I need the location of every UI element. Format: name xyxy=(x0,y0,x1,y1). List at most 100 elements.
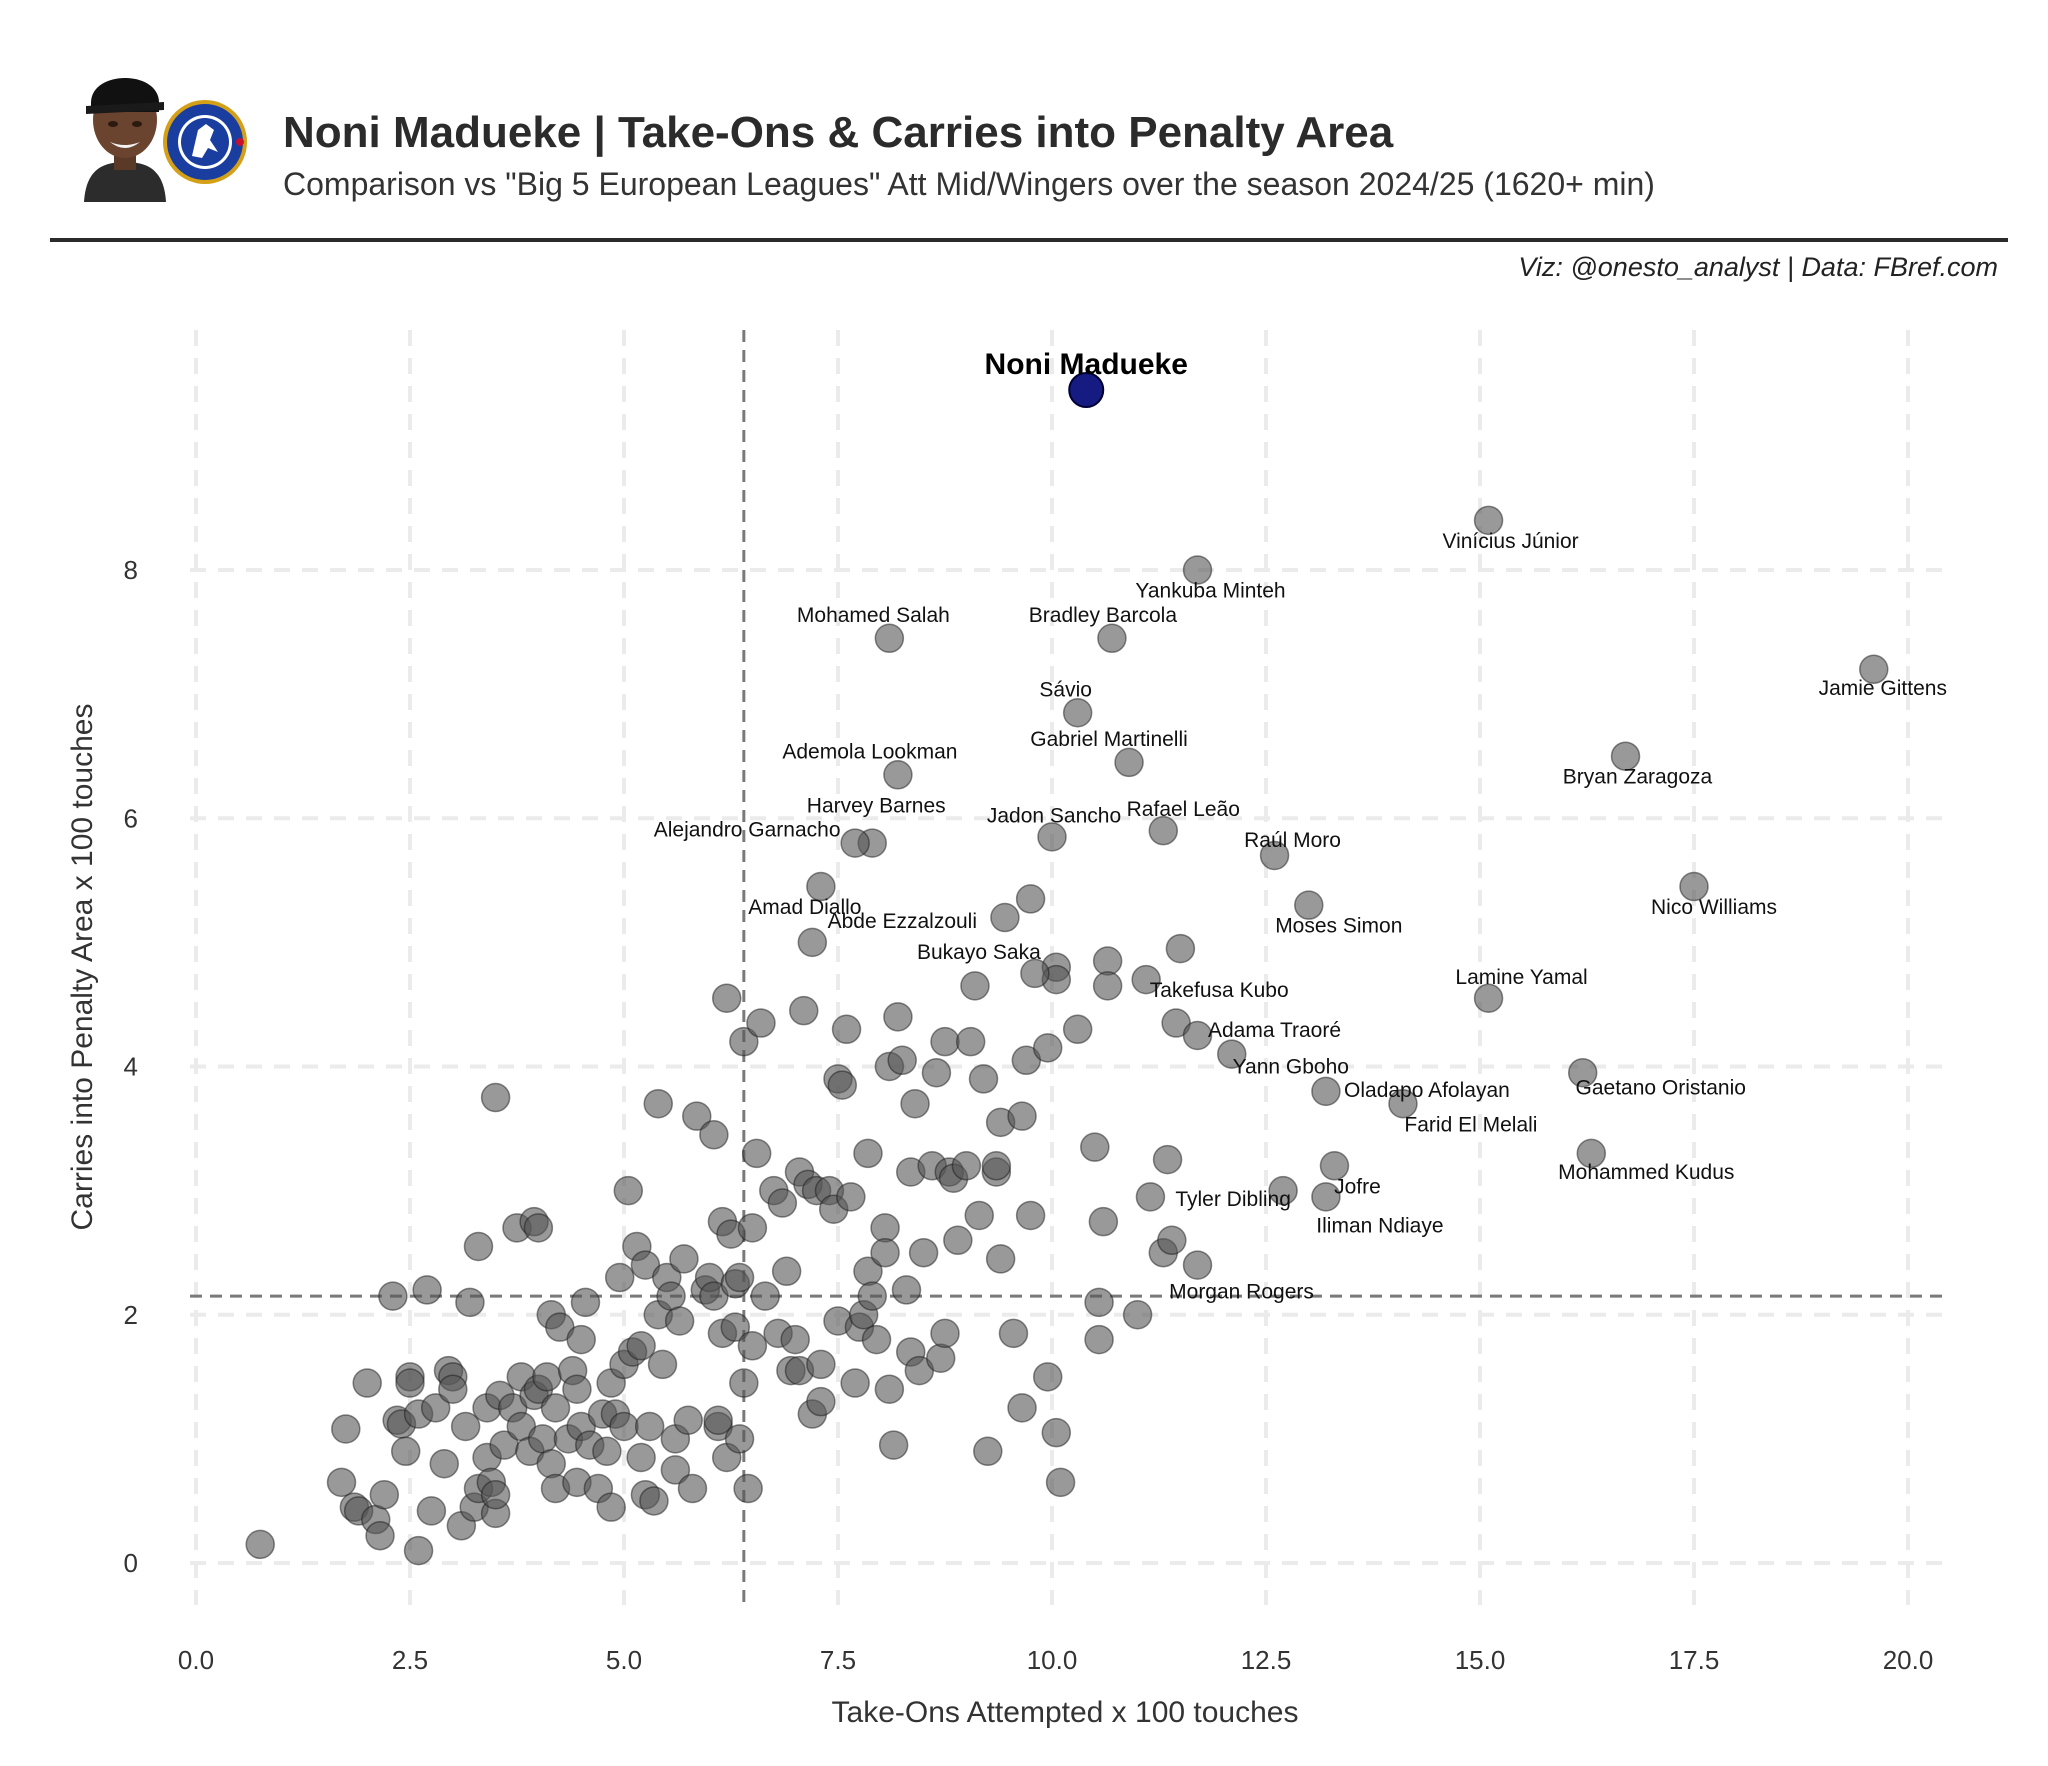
data-point xyxy=(870,1213,900,1243)
point-label: Abde Ezzalzouli xyxy=(828,910,977,933)
data-point xyxy=(604,1262,635,1293)
data-point xyxy=(416,1496,447,1526)
data-point xyxy=(1032,1033,1063,1063)
data-point xyxy=(626,1331,656,1361)
point-label: Oladapo Afolayan xyxy=(1344,1079,1510,1102)
point-label: Sávio xyxy=(1039,678,1092,701)
data-point xyxy=(720,1312,751,1342)
data-point xyxy=(930,1026,960,1057)
data-point xyxy=(887,1045,917,1076)
data-point xyxy=(1032,1362,1063,1392)
x-tick-label: 15.0 xyxy=(1455,1645,1506,1675)
data-point xyxy=(1084,1324,1114,1355)
x-axis-label: Take-Ons Attempted x 100 touches xyxy=(832,1696,1299,1729)
labeled-data-point xyxy=(1679,871,1709,902)
data-point xyxy=(1045,1467,1076,1498)
data-point xyxy=(806,1349,836,1380)
data-point xyxy=(836,1182,866,1212)
labeled-data-point xyxy=(883,760,913,790)
data-point xyxy=(1122,1300,1153,1330)
data-point xyxy=(861,1324,892,1355)
data-point xyxy=(450,1411,481,1442)
x-tick-label: 7.5 xyxy=(820,1645,856,1675)
labeled-data-point xyxy=(1037,822,1067,852)
point-label: Bryan Zaragoza xyxy=(1563,766,1713,789)
point-label: Amad Diallo xyxy=(748,896,861,919)
data-point xyxy=(908,1237,939,1268)
data-point xyxy=(771,1256,802,1287)
data-point xyxy=(900,1088,930,1119)
y-tick-label: 6 xyxy=(124,803,138,833)
data-point xyxy=(729,1026,759,1057)
data-point xyxy=(438,1374,468,1404)
data-point xyxy=(960,971,990,1001)
data-point xyxy=(724,1424,755,1454)
labeled-data-point xyxy=(1388,1088,1418,1119)
data-point xyxy=(1084,1287,1114,1318)
point-label: Raúl Moro xyxy=(1244,829,1341,852)
x-tick-label: 10.0 xyxy=(1027,1645,1078,1675)
data-point xyxy=(566,1324,596,1355)
data-point xyxy=(925,1343,956,1373)
data-point xyxy=(664,1306,695,1336)
data-point xyxy=(570,1287,601,1318)
point-label: Farid El Melali xyxy=(1404,1113,1537,1136)
point-label: Vinícius Júnior xyxy=(1442,530,1578,553)
data-point xyxy=(831,1014,862,1045)
data-point xyxy=(365,1520,395,1551)
data-point xyxy=(592,1436,622,1467)
y-tick-label: 2 xyxy=(124,1300,138,1330)
x-tick-label: 12.5 xyxy=(1241,1645,1292,1675)
highlight-point xyxy=(1068,372,1105,409)
data-point xyxy=(326,1467,357,1498)
point-label: Bukayo Saka xyxy=(917,941,1041,964)
labeled-data-point xyxy=(1859,654,1889,685)
data-point xyxy=(1007,1393,1037,1423)
data-point xyxy=(673,1405,703,1436)
point-label: Jadon Sancho xyxy=(987,804,1121,827)
data-point xyxy=(378,1281,408,1311)
data-point xyxy=(369,1479,400,1510)
point-label: Gaetano Oristanio xyxy=(1576,1076,1746,1099)
point-label: Jamie Gittens xyxy=(1819,677,1947,700)
data-point xyxy=(390,1436,421,1467)
data-point xyxy=(596,1492,626,1522)
labeled-data-point xyxy=(1319,1151,1350,1181)
point-label: Jofre xyxy=(1334,1175,1381,1198)
x-tick-label: 5.0 xyxy=(606,1645,642,1675)
y-tick-label: 4 xyxy=(124,1052,138,1082)
labeled-data-point xyxy=(1259,840,1290,871)
point-label: Bradley Barcola xyxy=(1029,604,1178,627)
header-divider xyxy=(50,238,2008,242)
grid-lines xyxy=(190,330,1950,1605)
data-point xyxy=(857,1281,887,1311)
data-point xyxy=(870,1237,900,1268)
data-point xyxy=(480,1479,511,1510)
x-tick-label: 2.5 xyxy=(392,1645,428,1675)
data-point xyxy=(403,1535,434,1566)
data-point xyxy=(767,1188,798,1218)
data-point xyxy=(853,1138,883,1169)
data-point xyxy=(1152,1144,1183,1175)
player-portrait-icon xyxy=(84,78,166,202)
point-label: Mohamed Salah xyxy=(797,604,950,627)
data-point xyxy=(352,1368,382,1398)
data-point xyxy=(540,1393,571,1423)
data-point xyxy=(660,1455,691,1485)
labeled-data-point xyxy=(1131,964,1161,995)
data-point xyxy=(677,1473,708,1504)
data-point xyxy=(656,1281,686,1311)
point-labels: Vinícius Júnior Yankuba Minteh Mohamed Sal… xyxy=(654,348,1947,1304)
chart-title: Noni Madueke | Take-Ons & Carries into P… xyxy=(283,108,1394,157)
data-point xyxy=(874,1374,905,1404)
data-point xyxy=(789,995,819,1026)
data-point xyxy=(1157,1225,1187,1256)
data-point xyxy=(891,1275,922,1305)
labeled-data-point xyxy=(1610,741,1641,771)
labeled-data-point xyxy=(1311,1182,1341,1212)
data-point xyxy=(626,1442,656,1473)
labeled-data-point xyxy=(1576,1138,1607,1169)
data-point xyxy=(964,1200,994,1231)
point-label: Gabriel Martinelli xyxy=(1030,728,1188,751)
data-point xyxy=(750,1281,780,1311)
